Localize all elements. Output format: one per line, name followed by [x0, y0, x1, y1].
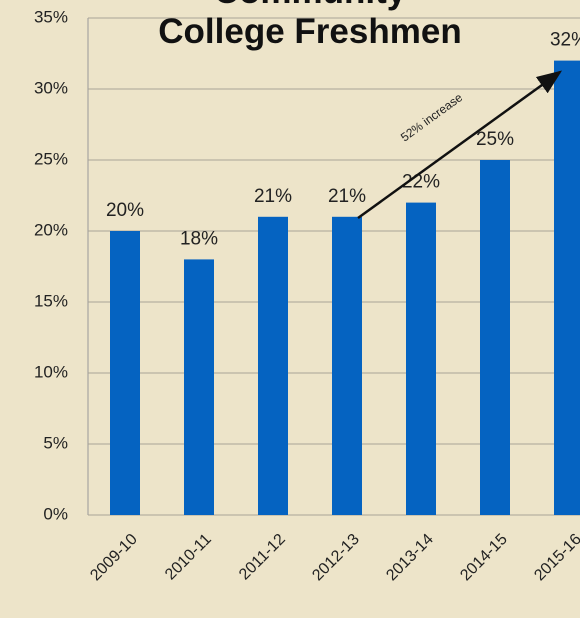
bar	[110, 231, 140, 515]
y-tick-label: 10%	[34, 362, 68, 381]
y-tick-label: 5%	[43, 433, 68, 452]
value-label: 20%	[106, 200, 144, 221]
chart-title: Community College Freshmen	[158, 0, 462, 51]
y-tick-label: 25%	[34, 149, 68, 168]
bar	[406, 202, 436, 515]
annotation: 52% increase	[398, 90, 465, 144]
value-label: 32%	[550, 30, 580, 51]
value-label: 21%	[254, 186, 292, 207]
x-tick-label: 2010-11	[162, 531, 215, 584]
value-label: 18%	[180, 228, 218, 249]
value-label: 22%	[402, 172, 440, 193]
x-tick-label: 2013-14	[383, 531, 437, 585]
value-label: 25%	[476, 129, 514, 150]
y-tick-label: 20%	[34, 220, 68, 239]
y-tick-label: 0%	[43, 504, 68, 523]
annotation-arrow	[357, 70, 563, 220]
y-tick-label: 30%	[34, 78, 68, 97]
bar	[554, 60, 580, 515]
bar	[332, 216, 362, 516]
y-tick-label: 35%	[34, 7, 68, 26]
x-tick-label: 2015-16	[531, 531, 580, 585]
bar	[258, 216, 288, 516]
y-tick-label: 15%	[34, 291, 68, 310]
value-label: 21%	[328, 186, 366, 207]
x-tick-label: 2009-10	[87, 531, 141, 585]
bar	[184, 259, 214, 515]
bar	[480, 160, 510, 515]
x-tick-label: 2012-13	[309, 531, 363, 585]
x-tick-label: 2011-12	[236, 531, 289, 584]
x-tick-label: 2014-15	[457, 531, 511, 585]
